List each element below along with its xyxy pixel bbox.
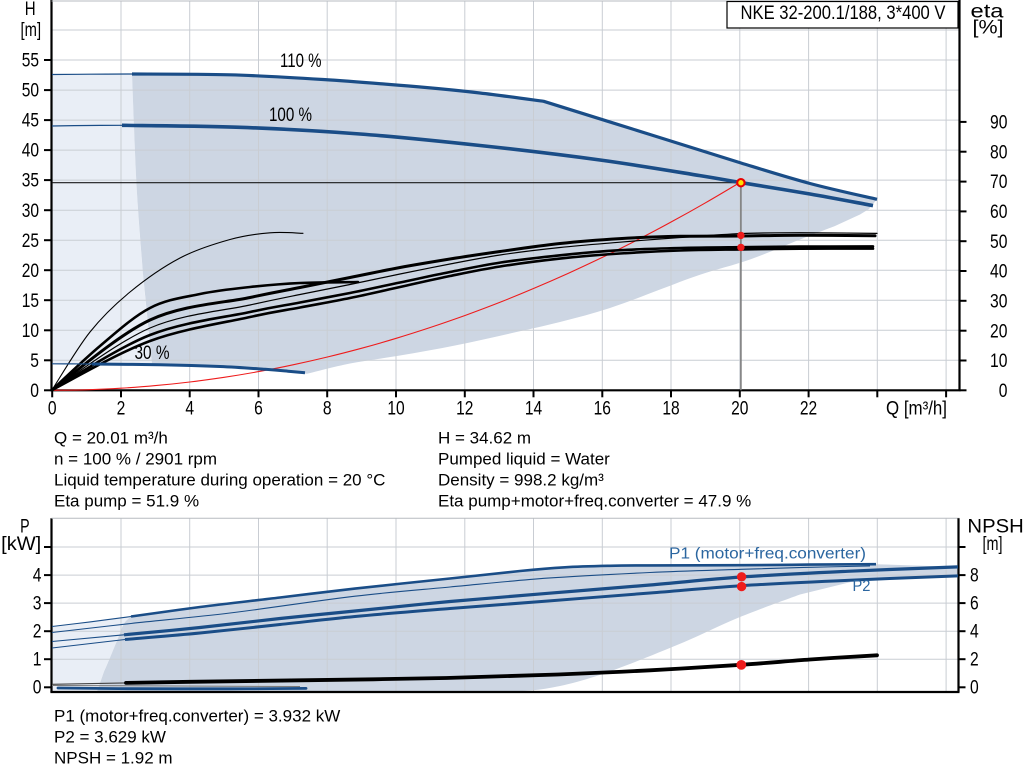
svg-text:5: 5 (30, 351, 39, 372)
svg-text:55: 55 (22, 51, 39, 72)
svg-text:3: 3 (33, 593, 42, 614)
svg-text:0: 0 (999, 381, 1008, 402)
svg-text:10: 10 (990, 351, 1007, 372)
svg-text:Q = 20.01 m³/h: Q = 20.01 m³/h (54, 428, 168, 447)
svg-text:H = 34.62 m: H = 34.62 m (438, 428, 531, 447)
svg-text:22: 22 (800, 398, 817, 419)
svg-text:P: P (20, 516, 30, 537)
svg-text:20: 20 (731, 398, 748, 419)
svg-text:P1 (motor+freq.converter) = 3.: P1 (motor+freq.converter) = 3.932 kW (54, 706, 340, 725)
svg-text:Eta pump+motor+freq.converter: Eta pump+motor+freq.converter = 47.9 % (438, 491, 751, 510)
svg-text:0: 0 (970, 678, 979, 699)
svg-text:Eta pump = 51.9 %: Eta pump = 51.9 % (54, 491, 199, 510)
svg-text:Density = 998.2 kg/m³: Density = 998.2 kg/m³ (438, 470, 604, 489)
svg-text:10: 10 (22, 321, 39, 342)
svg-text:90: 90 (990, 113, 1007, 134)
svg-text:30: 30 (990, 291, 1007, 312)
svg-text:Pumped liquid = Water: Pumped liquid = Water (438, 449, 610, 468)
svg-text:Q [m³/h]: Q [m³/h] (886, 398, 947, 419)
svg-text:40: 40 (22, 141, 39, 162)
svg-text:2: 2 (33, 621, 42, 642)
svg-text:P1 (motor+freq.converter): P1 (motor+freq.converter) (669, 545, 866, 562)
svg-text:2: 2 (117, 398, 126, 419)
svg-text:30: 30 (22, 201, 39, 222)
svg-text:4: 4 (970, 621, 979, 642)
svg-text:60: 60 (990, 202, 1007, 223)
svg-text:NPSH = 1.92 m: NPSH = 1.92 m (54, 748, 173, 767)
svg-text:6: 6 (254, 398, 263, 419)
svg-text:12: 12 (456, 398, 473, 419)
svg-text:50: 50 (22, 81, 39, 102)
svg-text:0: 0 (48, 398, 57, 419)
svg-text:20: 20 (22, 261, 39, 282)
svg-text:40: 40 (990, 262, 1007, 283)
svg-text:10: 10 (387, 398, 404, 419)
svg-text:70: 70 (990, 172, 1007, 193)
svg-text:45: 45 (22, 111, 39, 132)
svg-text:100 %: 100 % (269, 105, 312, 126)
svg-text:0: 0 (30, 381, 39, 402)
svg-text:NKE 32-200.1/188, 3*400 V: NKE 32-200.1/188, 3*400 V (741, 3, 946, 24)
svg-text:20: 20 (990, 321, 1007, 342)
svg-text:8: 8 (323, 398, 332, 419)
svg-text:[%]: [%] (973, 18, 1004, 39)
svg-text:P2 = 3.629 kW: P2 = 3.629 kW (54, 727, 166, 746)
svg-text:25: 25 (22, 231, 39, 252)
svg-text:2: 2 (970, 649, 979, 670)
svg-text:0: 0 (33, 678, 42, 699)
svg-text:H: H (25, 0, 36, 20)
svg-text:6: 6 (970, 593, 979, 614)
svg-text:eta: eta (971, 1, 1005, 22)
svg-text:15: 15 (22, 291, 39, 312)
svg-text:50: 50 (990, 232, 1007, 253)
svg-text:35: 35 (22, 171, 39, 192)
svg-text:1: 1 (33, 649, 42, 670)
svg-text:110 %: 110 % (280, 51, 322, 72)
svg-text:80: 80 (990, 142, 1007, 163)
svg-text:P2: P2 (853, 578, 871, 595)
svg-text:8: 8 (970, 565, 979, 586)
svg-text:16: 16 (594, 398, 611, 419)
svg-text:[kW]: [kW] (1, 534, 41, 555)
svg-text:14: 14 (525, 398, 543, 419)
svg-text:[m]: [m] (21, 20, 42, 41)
svg-text:n = 100 % / 2901 rpm: n = 100 % / 2901 rpm (54, 449, 217, 468)
svg-text:18: 18 (662, 398, 679, 419)
svg-text:4: 4 (33, 565, 42, 586)
svg-text:Liquid temperature during oper: Liquid temperature during operation = 20… (54, 470, 385, 489)
svg-text:30 %: 30 % (135, 343, 170, 364)
svg-text:[m]: [m] (983, 534, 1003, 555)
svg-text:4: 4 (185, 398, 194, 419)
svg-text:NPSH: NPSH (967, 516, 1023, 537)
